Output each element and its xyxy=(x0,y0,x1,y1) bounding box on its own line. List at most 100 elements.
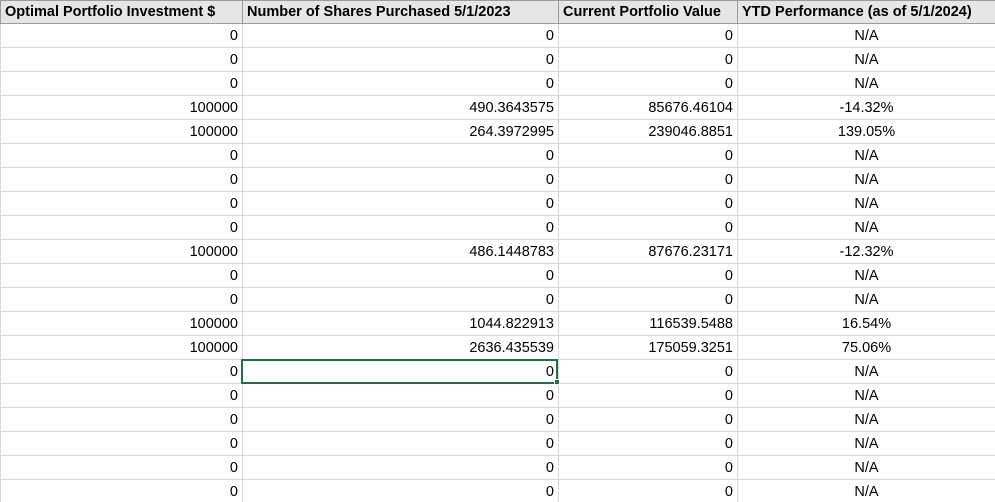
cell-value[interactable]: 0 xyxy=(558,287,738,312)
cell-shares[interactable]: 0 xyxy=(242,215,559,240)
cell-investment[interactable]: 0 xyxy=(0,191,243,216)
cell-shares[interactable]: 486.1448783 xyxy=(242,239,559,264)
cell-shares[interactable]: 264.3972995 xyxy=(242,119,559,144)
cell-ytd[interactable]: N/A xyxy=(737,47,995,72)
cell-shares[interactable]: 0 xyxy=(242,191,559,216)
cell-investment[interactable]: 100000 xyxy=(0,311,243,336)
cell-shares[interactable]: 1044.822913 xyxy=(242,311,559,336)
cell-shares[interactable]: 0 xyxy=(242,167,559,192)
cell-investment[interactable]: 100000 xyxy=(0,119,243,144)
cell-value[interactable]: 0 xyxy=(558,167,738,192)
cell-ytd[interactable]: N/A xyxy=(737,431,995,456)
cell-ytd[interactable]: N/A xyxy=(737,143,995,168)
cell-value[interactable]: 0 xyxy=(558,191,738,216)
table-row: 100000 1044.822913 116539.5488 16.54% xyxy=(0,311,995,336)
cell-investment[interactable]: 0 xyxy=(0,431,243,456)
cell-investment[interactable]: 0 xyxy=(0,287,243,312)
table-row: 0 0 0 N/A xyxy=(0,143,995,168)
cell-value[interactable]: 85676.46104 xyxy=(558,95,738,120)
cell-ytd[interactable]: -14.32% xyxy=(737,95,995,120)
cell-ytd[interactable]: N/A xyxy=(737,215,995,240)
cell-value[interactable]: 0 xyxy=(558,263,738,288)
header-row: Optimal Portfolio Investment $ Number of… xyxy=(0,0,995,24)
cell-shares[interactable]: 2636.435539 xyxy=(242,335,559,360)
cell-shares[interactable]: 0 xyxy=(242,479,559,502)
column-header-shares[interactable]: Number of Shares Purchased 5/1/2023 xyxy=(242,0,559,24)
cell-value[interactable]: 0 xyxy=(558,407,738,432)
cell-ytd[interactable]: N/A xyxy=(737,263,995,288)
cell-value[interactable]: 0 xyxy=(558,455,738,480)
cell-shares[interactable]: 0 xyxy=(242,407,559,432)
table-row: 0 0 0 N/A xyxy=(0,215,995,240)
table-row: 0 0 0 N/A xyxy=(0,167,995,192)
cell-investment[interactable]: 0 xyxy=(0,47,243,72)
cell-investment[interactable]: 0 xyxy=(0,215,243,240)
cell-ytd[interactable]: N/A xyxy=(737,167,995,192)
cell-investment[interactable]: 0 xyxy=(0,383,243,408)
cell-value[interactable]: 0 xyxy=(558,47,738,72)
cell-ytd[interactable]: N/A xyxy=(737,455,995,480)
cell-shares[interactable]: 0 xyxy=(242,263,559,288)
cell-investment[interactable]: 0 xyxy=(0,71,243,96)
cell-shares[interactable]: 490.3643575 xyxy=(242,95,559,120)
cell-value[interactable]: 239046.8851 xyxy=(558,119,738,144)
cell-value[interactable]: 0 xyxy=(558,143,738,168)
table-row: 100000 264.3972995 239046.8851 139.05% xyxy=(0,119,995,144)
cell-ytd[interactable]: 75.06% xyxy=(737,335,995,360)
table-row: 0 0 0 N/A xyxy=(0,23,995,48)
cell-investment[interactable]: 0 xyxy=(0,143,243,168)
cell-ytd[interactable]: -12.32% xyxy=(737,239,995,264)
cell-shares[interactable]: 0 xyxy=(242,431,559,456)
cell-shares[interactable]: 0 xyxy=(242,455,559,480)
cell-ytd[interactable]: N/A xyxy=(737,407,995,432)
cell-shares[interactable]: 0 xyxy=(242,47,559,72)
cell-investment[interactable]: 100000 xyxy=(0,95,243,120)
cell-ytd[interactable]: N/A xyxy=(737,191,995,216)
cell-value[interactable]: 87676.23171 xyxy=(558,239,738,264)
table-body: 0 0 0 N/A 0 0 0 N/A 0 0 0 N/A 100000 490.3643575 85676… xyxy=(0,23,995,502)
cell-ytd[interactable]: N/A xyxy=(737,23,995,48)
cell-value[interactable]: 0 xyxy=(558,215,738,240)
cell-ytd[interactable]: N/A xyxy=(737,71,995,96)
cell-shares[interactable]: 0 xyxy=(242,143,559,168)
cell-investment[interactable]: 0 xyxy=(0,479,243,502)
table-row: 0 0 0 N/A xyxy=(0,263,995,288)
cell-shares[interactable]: 0 xyxy=(242,383,559,408)
cell-value[interactable]: 175059.3251 xyxy=(558,335,738,360)
cell-investment[interactable]: 0 xyxy=(0,167,243,192)
table-row: 100000 490.3643575 85676.46104 -14.32% xyxy=(0,95,995,120)
cell-investment[interactable]: 0 xyxy=(0,359,243,384)
cell-ytd[interactable]: N/A xyxy=(737,287,995,312)
table-row: 0 0 0 N/A xyxy=(0,407,995,432)
cell-ytd[interactable]: 16.54% xyxy=(737,311,995,336)
cell-ytd[interactable]: N/A xyxy=(737,359,995,384)
cell-value[interactable]: 0 xyxy=(558,479,738,502)
cell-value[interactable]: 0 xyxy=(558,359,738,384)
cell-shares[interactable]: 0 xyxy=(242,23,559,48)
cell-investment[interactable]: 0 xyxy=(0,455,243,480)
cell-ytd[interactable]: N/A xyxy=(737,383,995,408)
column-header-value[interactable]: Current Portfolio Value xyxy=(558,0,738,24)
cell-investment[interactable]: 0 xyxy=(0,23,243,48)
cell-investment[interactable]: 100000 xyxy=(0,239,243,264)
cell-value[interactable]: 0 xyxy=(558,71,738,96)
column-header-ytd[interactable]: YTD Performance (as of 5/1/2024) xyxy=(737,0,995,24)
cell-ytd[interactable]: 139.05% xyxy=(737,119,995,144)
cell-shares[interactable]: 0 xyxy=(242,71,559,96)
fill-handle[interactable] xyxy=(554,379,560,385)
active-cell-selection[interactable] xyxy=(241,359,558,384)
table-row: 0 0 0 N/A xyxy=(0,359,995,384)
cell-investment[interactable]: 0 xyxy=(0,407,243,432)
cell-value[interactable]: 0 xyxy=(558,431,738,456)
table-row: 100000 486.1448783 87676.23171 -12.32% xyxy=(0,239,995,264)
cell-ytd[interactable]: N/A xyxy=(737,479,995,502)
cell-shares[interactable]: 0 xyxy=(242,287,559,312)
cell-value[interactable]: 0 xyxy=(558,23,738,48)
cell-value[interactable]: 0 xyxy=(558,383,738,408)
cell-investment[interactable]: 0 xyxy=(0,263,243,288)
column-header-investment[interactable]: Optimal Portfolio Investment $ xyxy=(0,0,243,24)
table-row: 0 0 0 N/A xyxy=(0,431,995,456)
cell-value[interactable]: 116539.5488 xyxy=(558,311,738,336)
cell-investment[interactable]: 100000 xyxy=(0,335,243,360)
